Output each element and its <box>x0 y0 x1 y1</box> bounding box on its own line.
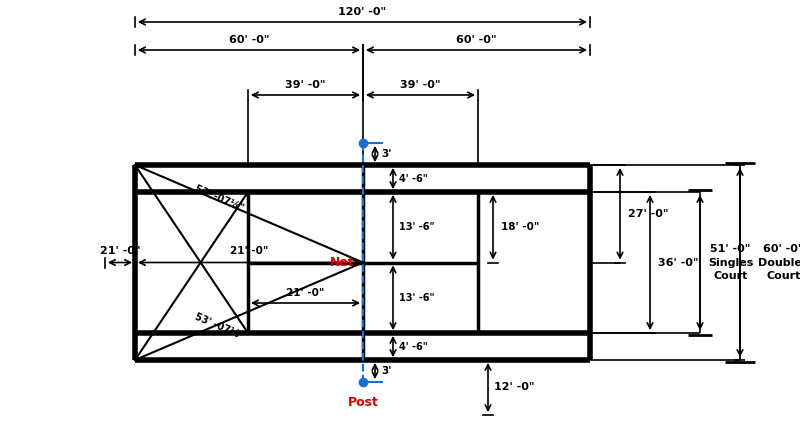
Text: 3': 3' <box>381 366 391 376</box>
Text: 36' -0": 36' -0" <box>658 257 698 267</box>
Text: 53' -07⅛": 53' -07⅛" <box>193 184 245 214</box>
Text: 39' -0": 39' -0" <box>400 80 441 90</box>
Text: 120' -0": 120' -0" <box>338 7 386 17</box>
Text: Post: Post <box>347 395 378 409</box>
Text: 3': 3' <box>381 149 391 159</box>
Text: 60' -0"
Doubles
Court: 60' -0" Doubles Court <box>758 244 800 281</box>
Text: 4' -6": 4' -6" <box>399 341 428 351</box>
Text: 13' -6": 13' -6" <box>399 222 434 232</box>
Text: 39' -0": 39' -0" <box>286 80 326 90</box>
Text: 21' -0": 21' -0" <box>230 246 268 256</box>
Text: 18' -0": 18' -0" <box>501 222 539 232</box>
Text: 27' -0": 27' -0" <box>628 209 669 219</box>
Text: 4' -6": 4' -6" <box>399 173 428 184</box>
Text: 53' -07⅛": 53' -07⅛" <box>193 312 245 341</box>
Text: 51' -0"
Singles
Court: 51' -0" Singles Court <box>708 244 754 281</box>
Text: 21' -0": 21' -0" <box>286 288 325 298</box>
Text: 12' -0": 12' -0" <box>494 382 534 392</box>
Text: 60' -0": 60' -0" <box>229 35 270 45</box>
Text: 21' -0": 21' -0" <box>100 246 140 257</box>
Text: Net: Net <box>330 256 355 269</box>
Text: 13' -6": 13' -6" <box>399 293 434 303</box>
Text: 60' -0": 60' -0" <box>456 35 497 45</box>
